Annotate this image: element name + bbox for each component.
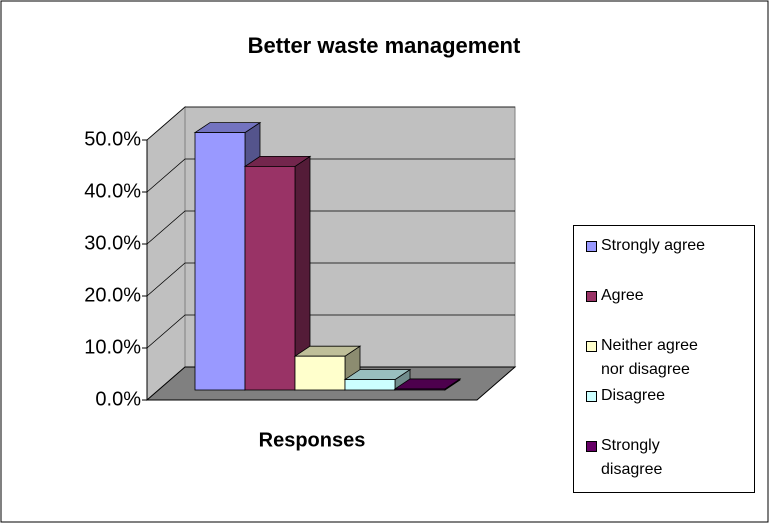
legend-label: Strongly agree	[601, 237, 706, 254]
legend-item: Disagree	[586, 384, 721, 408]
bar	[244, 165, 296, 391]
x-category-label: Responses	[259, 429, 366, 451]
legend-label: Disagree	[601, 387, 666, 404]
legend-swatch	[586, 241, 597, 252]
grid-line	[146, 314, 515, 349]
grid-line	[146, 158, 515, 193]
legend-swatch	[586, 341, 597, 352]
grid-line	[146, 262, 515, 297]
legend-swatch	[586, 441, 597, 452]
legend-label: Neither agree nor disagree	[601, 337, 698, 378]
y-tick-label: 20.0%	[84, 284, 141, 306]
bar	[394, 388, 446, 391]
legend-label: Agree	[601, 287, 644, 304]
side-wall	[146, 105, 186, 402]
legend-label: Strongly disagree	[601, 437, 663, 478]
bar	[194, 132, 246, 391]
legend-item: Strongly disagree	[586, 434, 721, 482]
y-tick-label: 40.0%	[84, 180, 141, 202]
y-tick-label: 10.0%	[84, 336, 141, 358]
legend-item: Agree	[586, 284, 721, 308]
grid-line	[146, 210, 515, 245]
chart-title: Better waste management	[248, 33, 521, 58]
bar	[344, 379, 396, 391]
y-tick-label: 50.0%	[84, 128, 141, 150]
grid-line	[146, 106, 515, 141]
legend-item: Strongly agree	[586, 234, 721, 258]
y-tick-label: 30.0%	[84, 232, 141, 254]
legend-item: Neither agree nor disagree	[586, 334, 721, 382]
legend: Strongly agree Agree Neither agree nor dis…	[573, 225, 755, 493]
legend-swatch	[586, 291, 597, 302]
y-tick-label: 0.0%	[95, 388, 141, 410]
legend-swatch	[586, 391, 597, 402]
bar	[294, 355, 346, 391]
